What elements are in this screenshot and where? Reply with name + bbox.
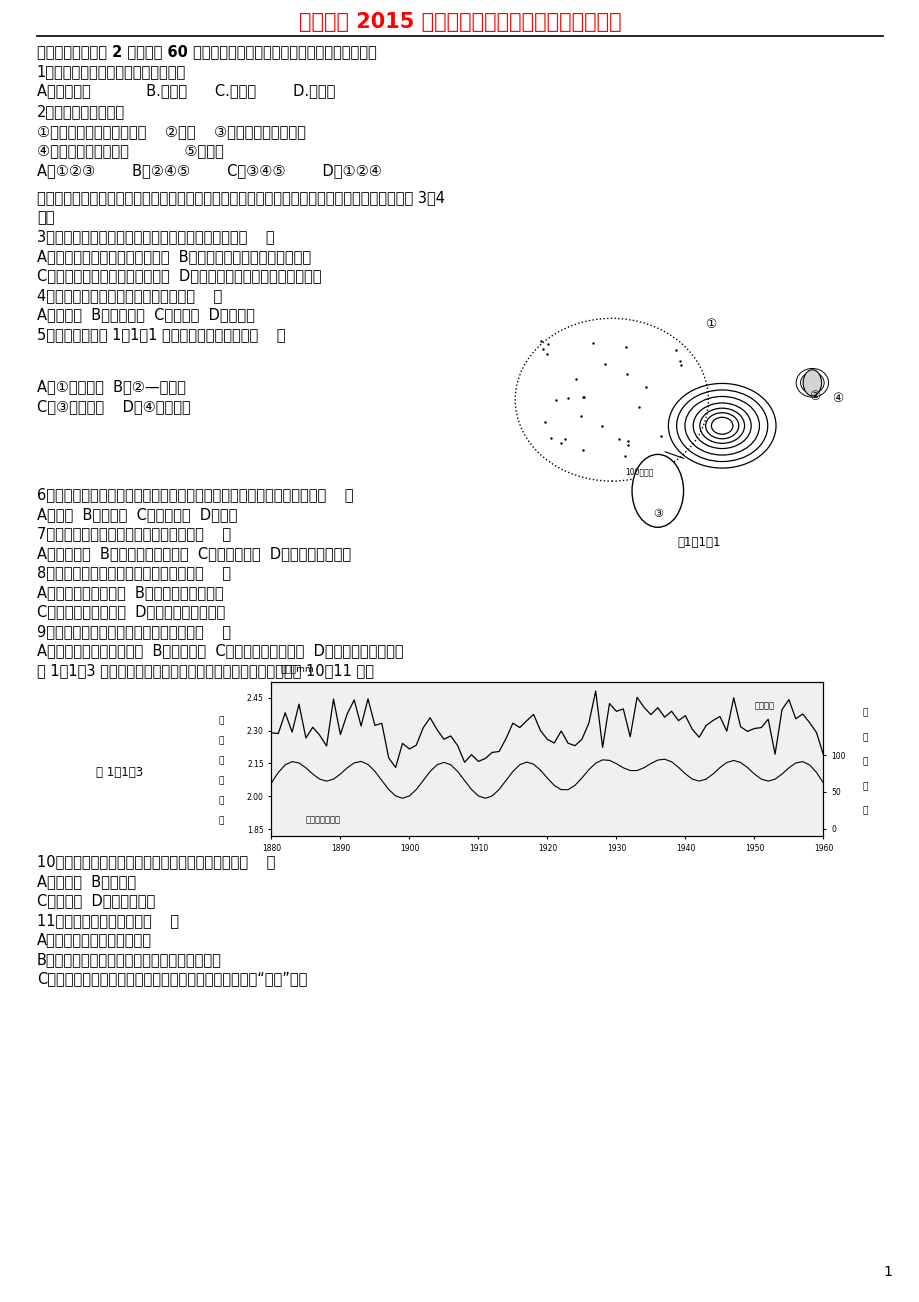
Text: B．太阳活动发射的电磁波能扰动地球的电离层: B．太阳活动发射的电磁波能扰动地球的电离层	[37, 952, 221, 967]
Text: 11．此图所反映的问题是（    ）: 11．此图所反映的问题是（ ）	[37, 913, 178, 928]
Text: 年轮宽度: 年轮宽度	[754, 702, 774, 711]
Text: 对: 对	[861, 783, 867, 792]
Text: 宽: 宽	[218, 796, 223, 805]
Text: 8．太阳大气的外部结构从里到外依次是（    ）: 8．太阳大气的外部结构从里到外依次是（ ）	[37, 565, 231, 581]
Text: 9．通常情况下我们肉眼所看到的太阳是（    ）: 9．通常情况下我们肉眼所看到的太阳是（ ）	[37, 624, 231, 639]
Text: A．①②③        B．②④⑤        C．③④⑤        D．①②④: A．①②③ B．②④⑤ C．③④⑤ D．①②④	[37, 163, 381, 178]
Text: A．正相关  B．负相关: A．正相关 B．负相关	[37, 874, 136, 889]
Text: 子: 子	[861, 733, 867, 742]
Text: 数: 数	[861, 807, 867, 816]
Text: 均: 均	[218, 736, 223, 745]
Text: A．①一太阳系  B．②—銀河系: A．①一太阳系 B．②—銀河系	[37, 379, 186, 395]
Text: 2．下列属于天体的是: 2．下列属于天体的是	[37, 104, 125, 120]
Text: A．光球、日冒、色球  B．光球、色球、日冒: A．光球、日冒、色球 B．光球、色球、日冒	[37, 585, 223, 600]
Text: 7．下列自然现象与太阳辐射关联不大的（    ）: 7．下列自然现象与太阳辐射关联不大的（ ）	[37, 526, 231, 542]
Text: 平山中学 2015 年秋季高一年级期中考试地理科试卷: 平山中学 2015 年秋季高一年级期中考试地理科试卷	[299, 12, 620, 33]
Text: C．太阳活动时，抛出的带电粒子流扰动地球磁场，产生“磁暴”现象: C．太阳活动时，抛出的带电粒子流扰动地球磁场，产生“磁暴”现象	[37, 971, 307, 987]
Text: A．生物活动  B．大气和水体的运动  C．火山的爆发  D．煤和石油的形成: A．生物活动 B．大气和水体的运动 C．火山的爆发 D．煤和石油的形成	[37, 546, 350, 561]
Text: 太阳黑子相对数: 太阳黑子相对数	[305, 816, 341, 824]
Text: 图 1－1－3: 图 1－1－3	[96, 766, 143, 779]
Text: 平: 平	[218, 716, 223, 725]
Text: ②: ②	[809, 389, 820, 402]
Text: ④: ④	[832, 392, 843, 405]
Text: C．③一总星系    D．④一地月系: C．③一总星系 D．④一地月系	[37, 398, 190, 414]
Text: 4．以下天体系统中，不包含火星的是（    ）: 4．以下天体系统中，不包含火星的是（ ）	[37, 288, 221, 303]
Circle shape	[631, 454, 683, 527]
Text: 10．图中年轮宽度与太阳黑子相对数之间的关系是（    ）: 10．图中年轮宽度与太阳黑子相对数之间的关系是（ ）	[37, 854, 275, 870]
Text: 1: 1	[882, 1264, 891, 1279]
Text: C．色球、日冒、光球  D．色球、光球、日冒: C．色球、日冒、光球 D．色球、光球、日冒	[37, 604, 225, 620]
Text: ③: ③	[652, 509, 662, 519]
Text: 1．目前人类所能观测到的宇宙范围是: 1．目前人类所能观测到的宇宙范围是	[37, 64, 186, 79]
Text: 图1－1－1: 图1－1－1	[676, 536, 720, 549]
Text: 轮: 轮	[218, 776, 223, 785]
Text: 相: 相	[861, 758, 867, 767]
Text: A．太阳系  B．河外星系  C．銀河系  D．总星系: A．太阳系 B．河外星系 C．銀河系 D．总星系	[37, 307, 255, 323]
Text: 5．能正确标注图 1－1－1 中天体系统的名称的是（    ）: 5．能正确标注图 1－1－1 中天体系统的名称的是（ ）	[37, 327, 285, 342]
Text: 3．地球是太阳系中一颗特殊的行星，主要体现在其（    ）: 3．地球是太阳系中一颗特殊的行星，主要体现在其（ ）	[37, 229, 274, 245]
Text: 黑: 黑	[861, 708, 867, 717]
Text: A．重力  B．核裂变  C．太阳辐射  D．风能: A．重力 B．核裂变 C．太阳辐射 D．风能	[37, 506, 237, 522]
Text: 年: 年	[218, 756, 223, 766]
Text: C．成反比  D．没有相关性: C．成反比 D．没有相关性	[37, 893, 155, 909]
Text: 一、选择题（每题 2 分，总分 60 分；每题一个答案，请将答案填涂在答题卡上）: 一、选择题（每题 2 分，总分 60 分；每题一个答案，请将答案填涂在答题卡上）	[37, 44, 376, 60]
Text: A．太阳活动能影响地球气候: A．太阳活动能影响地球气候	[37, 932, 152, 948]
Text: A．河外星系            B.銀河系      C.总星系        D.地月系: A．河外星系 B.銀河系 C.总星系 D.地月系	[37, 83, 335, 99]
Text: A．是八大行星中体积最大的行星  B．是八大行星中质量最小的行星: A．是八大行星中体积最大的行星 B．是八大行星中质量最小的行星	[37, 249, 311, 264]
Circle shape	[802, 370, 821, 396]
Text: 地球是我们的家园，月球围绕地球旋转，地球绕太阳转，太阳是銀河系的一颗普通恒星。据此完成 3～4: 地球是我们的家园，月球围绕地球旋转，地球绕太阳转，太阳是銀河系的一颗普通恒星。据…	[37, 190, 444, 206]
Text: C．既有自转运动，又有公转运动  D．是太阳系中唯一存在生命的行星: C．既有自转运动，又有公转运动 D．是太阳系中唯一存在生命的行星	[37, 268, 321, 284]
Text: 题。: 题。	[37, 210, 54, 225]
Text: A．太阳外部的整个大气层  B．太阳内部  C．太阳大气的色球层  D．太阳大气的光球层: A．太阳外部的整个大气层 B．太阳内部 C．太阳大气的色球层 D．太阳大气的光球…	[37, 643, 403, 659]
Text: 6．维持地球表温度，促进地球上水、大气运动，生命活动的主要动力是（    ）: 6．维持地球表温度，促进地球上水、大气运动，生命活动的主要动力是（ ）	[37, 487, 353, 503]
Text: ④正在探月的娥娥二号            ⑤流星体: ④正在探月的娥娥二号 ⑤流星体	[37, 143, 223, 159]
Text: ①教室里辛苦考试的同学们    ②太阳    ③返回地球的神舟七号: ①教室里辛苦考试的同学们 ②太阳 ③返回地球的神舟七号	[37, 124, 305, 139]
Text: 图 1－1－3 是太阳黑子与温带乔木年轮相关性曲线图，读图完成 10～11 题。: 图 1－1－3 是太阳黑子与温带乔木年轮相关性曲线图，读图完成 10～11 题。	[37, 663, 373, 678]
Text: ①: ①	[704, 318, 715, 331]
Text: 100亿光年: 100亿光年	[625, 467, 653, 477]
Text: 度: 度	[218, 816, 223, 825]
Text: 单位：mm: 单位：mm	[280, 665, 314, 674]
